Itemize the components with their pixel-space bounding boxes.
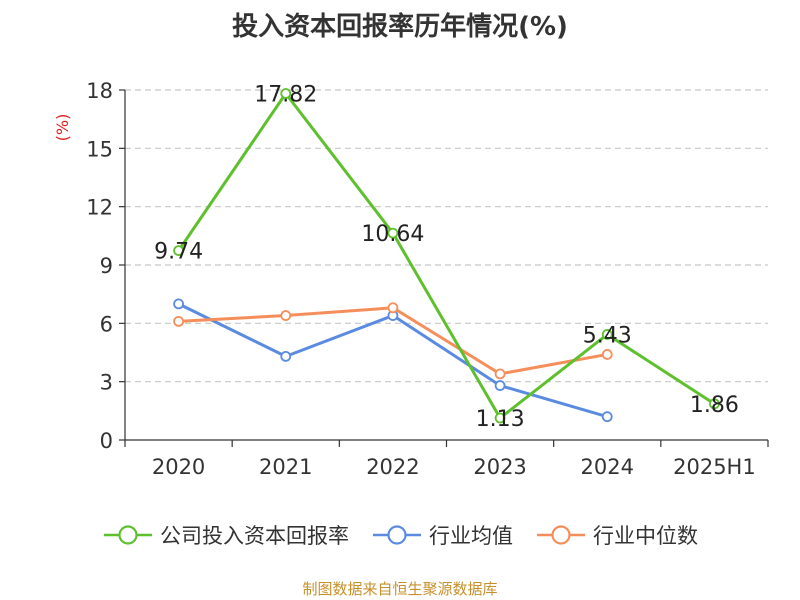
data-labels: 9.74 17.82 10.64 1.13 5.43 1.86 [154, 83, 739, 433]
x-tick-label: 2021 [259, 455, 312, 479]
y-tick-label: 18 [86, 79, 113, 103]
y-axis-label: (%) [53, 114, 72, 142]
data-point [173, 298, 184, 310]
y-tick-label: 15 [86, 137, 113, 161]
axes: 0 3 6 9 12 15 18 (%) 2020 2021 2022 2023 2024 2025H1 [53, 79, 769, 479]
x-tick-label: 2023 [473, 455, 526, 479]
data-point [280, 88, 292, 99]
series-line [177, 92, 716, 420]
data-point [601, 349, 613, 360]
data-point [494, 380, 506, 391]
data-point [387, 302, 399, 314]
legend-label: 行业中位数 [593, 524, 698, 548]
data-point [173, 245, 184, 257]
y-tick-label: 0 [100, 429, 113, 453]
data-point [387, 227, 399, 239]
legend-marker-icon [373, 525, 421, 545]
data-point [280, 350, 292, 362]
y-tick-label: 6 [100, 312, 113, 336]
legend-item[interactable]: 行业中位数 [535, 520, 698, 550]
data-label: 1.13 [476, 407, 525, 432]
data-point [173, 315, 184, 327]
x-tick-label: 2022 [366, 455, 419, 479]
source-note: 制图数据来自恒生聚源数据库 [302, 580, 498, 598]
legend-item[interactable]: 行业均值 [371, 520, 513, 550]
legend-marker-icon [537, 525, 585, 545]
grid-lines [125, 89, 768, 383]
y-tick-label: 3 [100, 371, 113, 395]
legend-label: 行业均值 [429, 524, 513, 548]
x-tick-label: 2020 [152, 455, 205, 479]
legend-marker-icon [104, 525, 152, 545]
legend-label: 公司投入资本回报率 [160, 524, 349, 548]
data-label: 10.64 [361, 222, 424, 247]
data-point [494, 368, 506, 380]
data-point [601, 411, 613, 423]
legend: 公司投入资本回报率 行业均值 行业中位数 [0, 520, 800, 550]
data-label: 5.43 [583, 323, 632, 348]
series-layer [173, 88, 720, 424]
chart-title: 投入资本回报率历年情况(%) [232, 12, 568, 42]
data-label: 1.86 [690, 393, 739, 418]
data-label: 17.82 [254, 83, 317, 108]
data-point [280, 310, 292, 321]
legend-item[interactable]: 公司投入资本回报率 [102, 520, 349, 550]
data-point [601, 329, 613, 340]
x-tick-label: 2024 [581, 455, 634, 479]
data-point [709, 398, 720, 410]
data-label: 9.74 [154, 240, 203, 265]
data-point [494, 412, 506, 424]
x-tick-label: 2025H1 [673, 455, 756, 479]
y-tick-label: 12 [86, 196, 113, 220]
y-tick-label: 9 [100, 254, 113, 278]
